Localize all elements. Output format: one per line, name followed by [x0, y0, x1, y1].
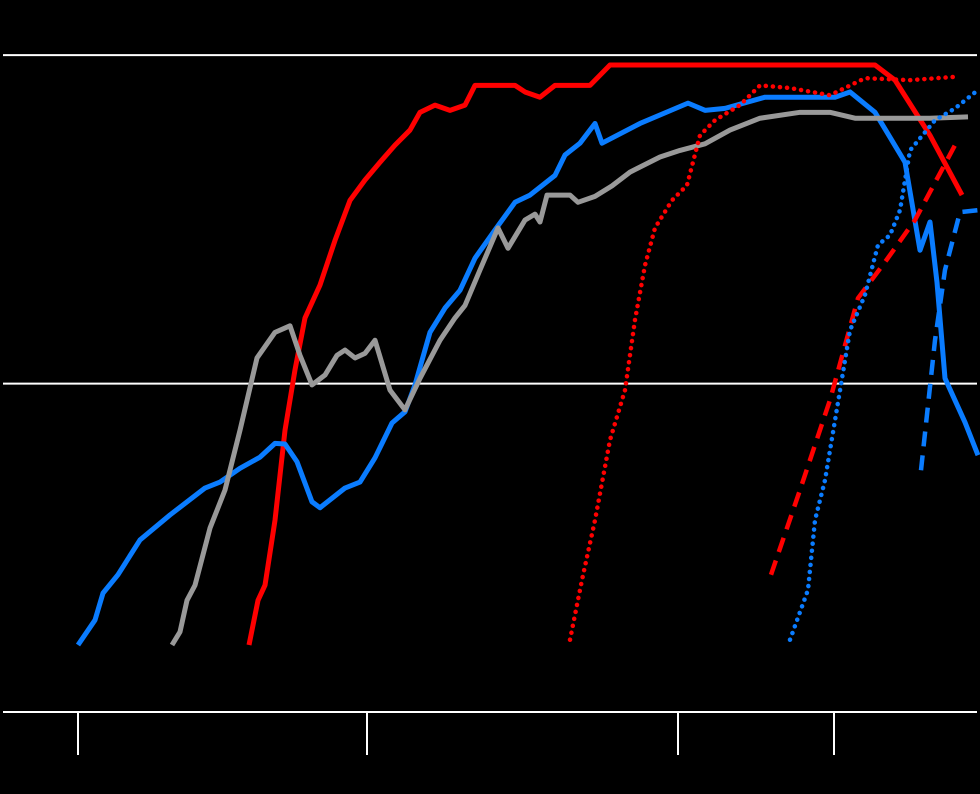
- series-line: [787, 87, 980, 642]
- series-line: [918, 207, 979, 471]
- series-line: [246, 62, 965, 646]
- series-line: [75, 89, 980, 647]
- series-line: [567, 74, 958, 642]
- series-line: [169, 109, 969, 647]
- series-line: [768, 144, 957, 576]
